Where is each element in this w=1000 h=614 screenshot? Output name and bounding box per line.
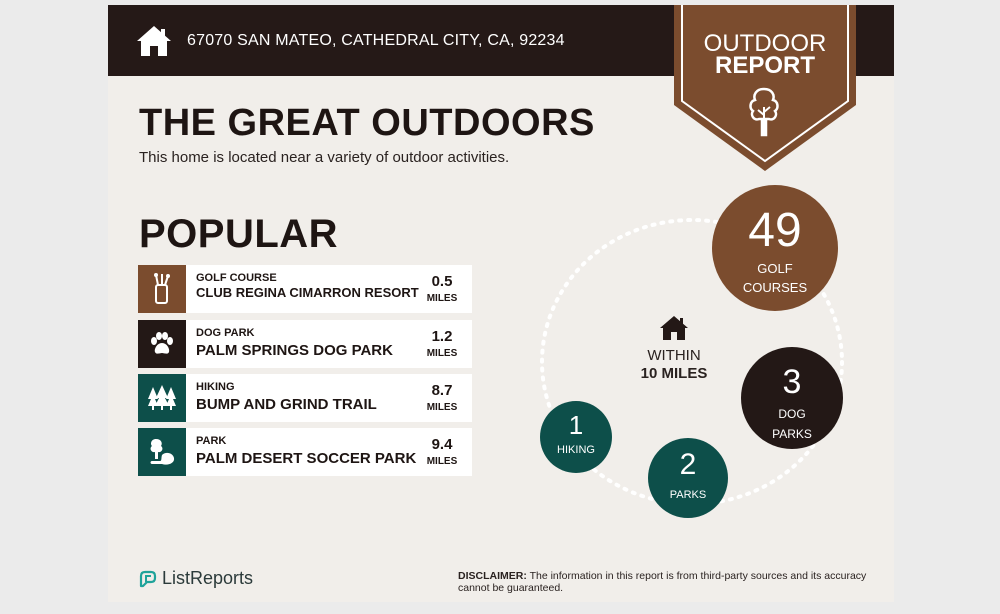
item-name: BUMP AND GRIND TRAIL bbox=[196, 396, 377, 413]
property-address: 67070 SAN MATEO, CATHEDRAL CITY, CA, 922… bbox=[187, 32, 565, 49]
item-category: GOLF COURSE bbox=[196, 272, 277, 284]
golf-icon-box bbox=[138, 265, 186, 313]
dog-park-icon-box bbox=[138, 320, 186, 368]
item-distance: 9.4 bbox=[431, 436, 453, 453]
popular-heading: POPULAR bbox=[139, 212, 339, 256]
item-category: DOG PARK bbox=[196, 327, 255, 339]
radius-label: WITHIN 10 MILES bbox=[614, 347, 734, 383]
park-icon-box bbox=[138, 428, 186, 476]
radius-label-line2: 10 MILES bbox=[640, 365, 708, 382]
paw-icon bbox=[151, 332, 173, 354]
dog-parks-count-bubble: 3 DOG PARKS bbox=[741, 347, 843, 449]
bubble-label-line1: PARKS bbox=[669, 489, 707, 501]
radius-ring bbox=[540, 218, 844, 506]
list-item: HIKING BUMP AND GRIND TRAIL 8.7 MILES bbox=[138, 374, 472, 422]
brand-name: ListReports bbox=[162, 568, 254, 588]
parks-count-bubble: 2 PARKS bbox=[648, 438, 728, 518]
bubble-label-line1: DOG bbox=[778, 407, 806, 421]
bubble-label-line2: COURSES bbox=[742, 280, 808, 295]
outdoor-report-badge: OUTDOOR REPORT bbox=[674, 5, 856, 171]
home-icon bbox=[660, 316, 688, 340]
item-distance: 1.2 bbox=[431, 328, 453, 345]
item-distance: 8.7 bbox=[431, 382, 453, 399]
listreports-logo-icon bbox=[139, 570, 157, 588]
tree-icon bbox=[749, 87, 779, 137]
item-category: PARK bbox=[196, 435, 227, 447]
hiking-count-bubble: 1 HIKING bbox=[540, 401, 612, 473]
outdoor-report-card: 67070 SAN MATEO, CATHEDRAL CITY, CA, 922… bbox=[108, 5, 894, 602]
bubble-count: 3 bbox=[782, 363, 802, 401]
golf-bag-icon bbox=[154, 273, 170, 304]
page-title: THE GREAT OUTDOORS bbox=[139, 102, 595, 144]
home-icon bbox=[137, 26, 171, 56]
badge-title-line1: OUTDOOR bbox=[703, 30, 827, 57]
bubble-label-line1: GOLF bbox=[757, 261, 793, 276]
page-subtitle: This home is located near a variety of o… bbox=[139, 149, 510, 166]
item-distance: 0.5 bbox=[431, 273, 453, 290]
bubble-count: 1 bbox=[568, 410, 584, 440]
list-item: PARK PALM DESERT SOCCER PARK 9.4 MILES bbox=[138, 428, 472, 476]
bubble-label-line1: HIKING bbox=[557, 444, 595, 456]
item-name: CLUB REGINA CIMARRON RESORT bbox=[196, 285, 419, 300]
list-item: DOG PARK PALM SPRINGS DOG PARK 1.2 MILES bbox=[138, 320, 472, 368]
golf-courses-count-bubble: 49 GOLF COURSES bbox=[712, 185, 838, 311]
disclaimer-text: The information in this report is from t… bbox=[458, 570, 867, 594]
badge-title-line2: REPORT bbox=[714, 52, 815, 79]
item-distance-unit: MILES bbox=[426, 348, 458, 359]
list-item: GOLF COURSE CLUB REGINA CIMARRON RESORT … bbox=[138, 265, 472, 313]
disclaimer-label: DISCLAIMER: bbox=[458, 570, 527, 582]
item-distance-unit: MILES bbox=[426, 293, 458, 304]
item-distance-unit: MILES bbox=[426, 402, 458, 413]
bubble-count: 49 bbox=[748, 204, 802, 257]
pine-trees-icon bbox=[148, 385, 176, 410]
bubble-count: 2 bbox=[679, 448, 697, 481]
item-name: PALM SPRINGS DOG PARK bbox=[196, 342, 393, 359]
item-distance-unit: MILES bbox=[426, 456, 458, 467]
radius-label-line1: WITHIN bbox=[647, 347, 701, 364]
disclaimer: DISCLAIMER: The information in this repo… bbox=[458, 570, 878, 594]
hiking-icon-box bbox=[138, 374, 186, 422]
bubble-label-line2: PARKS bbox=[772, 427, 812, 441]
item-name: PALM DESERT SOCCER PARK bbox=[196, 450, 417, 467]
park-icon bbox=[150, 439, 175, 465]
item-category: HIKING bbox=[196, 381, 235, 393]
